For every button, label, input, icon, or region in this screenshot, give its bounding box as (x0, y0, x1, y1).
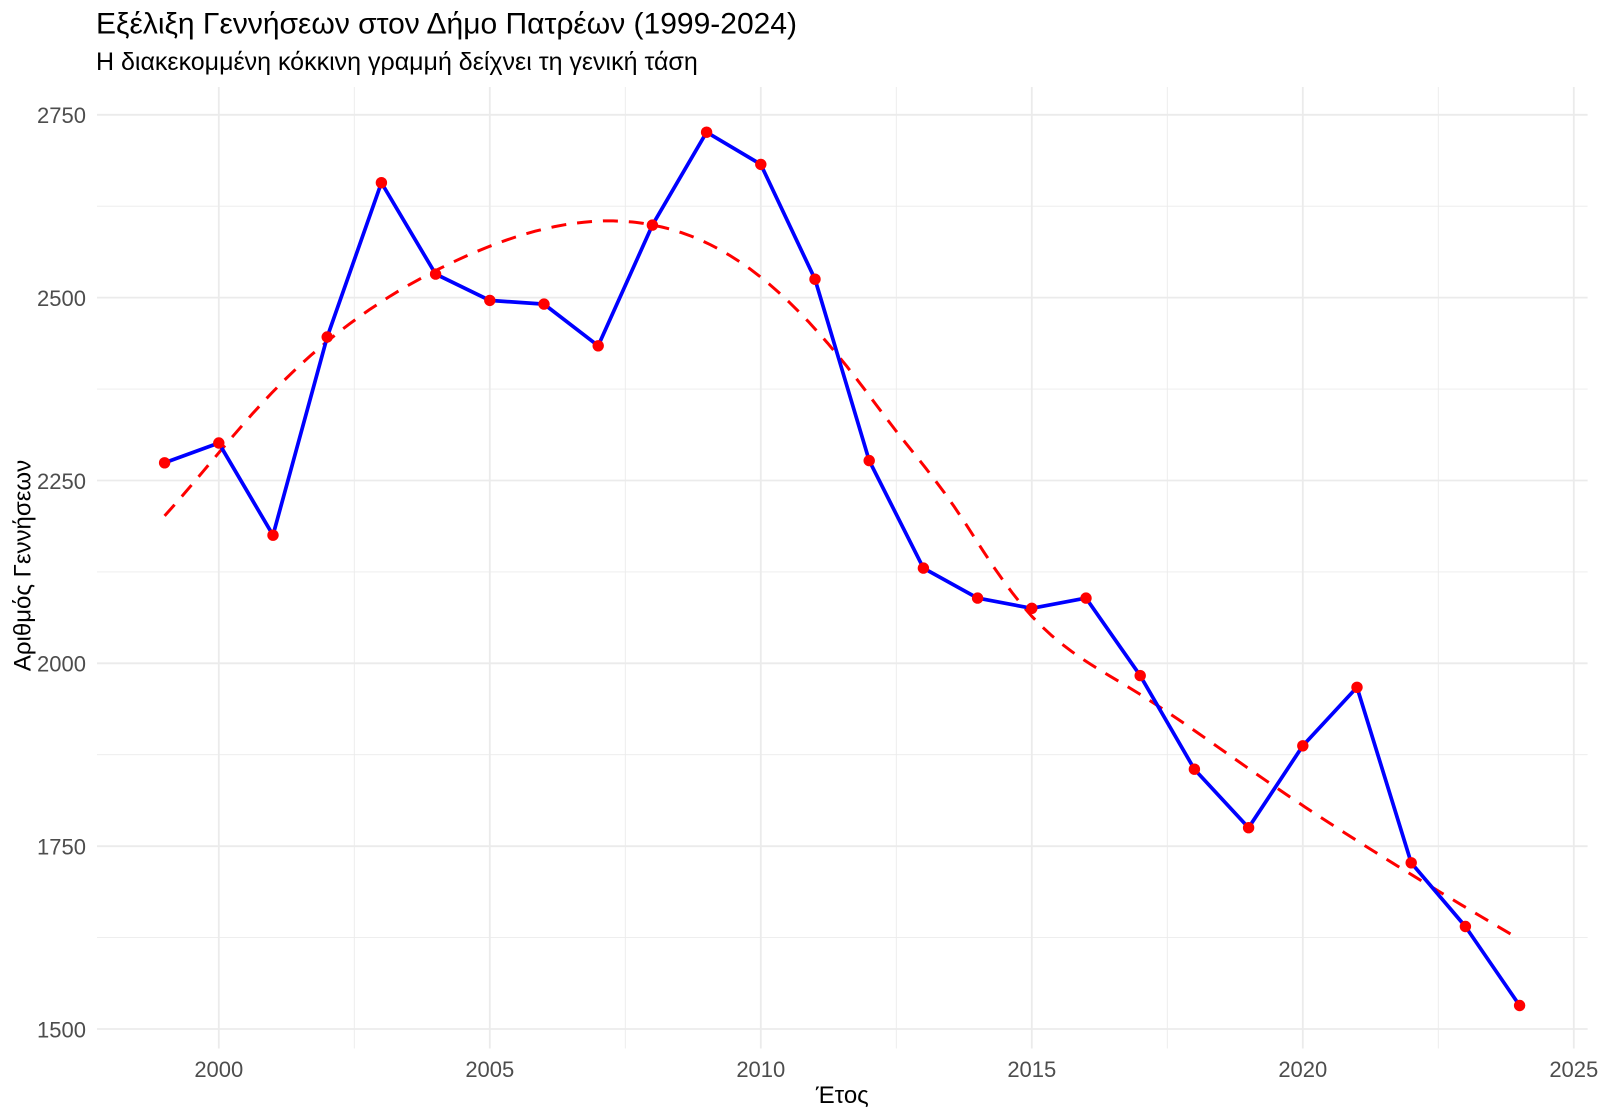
svg-text:2025: 2025 (1549, 1057, 1598, 1082)
svg-text:1750: 1750 (37, 835, 86, 860)
svg-text:2500: 2500 (37, 286, 86, 311)
svg-text:Αριθμός Γεννήσεων: Αριθμός Γεννήσεων (10, 460, 37, 671)
svg-text:2250: 2250 (37, 469, 86, 494)
svg-text:2020: 2020 (1278, 1057, 1327, 1082)
svg-text:1500: 1500 (37, 1017, 86, 1042)
svg-text:2000: 2000 (194, 1057, 243, 1082)
svg-text:2000: 2000 (37, 652, 86, 677)
svg-text:2015: 2015 (1007, 1057, 1056, 1082)
svg-text:2005: 2005 (465, 1057, 514, 1082)
svg-text:2750: 2750 (37, 103, 86, 128)
svg-text:Εξέλιξη Γεννήσεων στον Δήμο Πα: Εξέλιξη Γεννήσεων στον Δήμο Πατρέων (199… (96, 8, 797, 41)
svg-text:Η διακεκομμένη κόκκινη γραμμή: Η διακεκομμένη κόκκινη γραμμή δείχνει τη… (96, 48, 698, 76)
svg-text:2010: 2010 (736, 1057, 785, 1082)
svg-text:Έτος: Έτος (815, 1082, 869, 1109)
